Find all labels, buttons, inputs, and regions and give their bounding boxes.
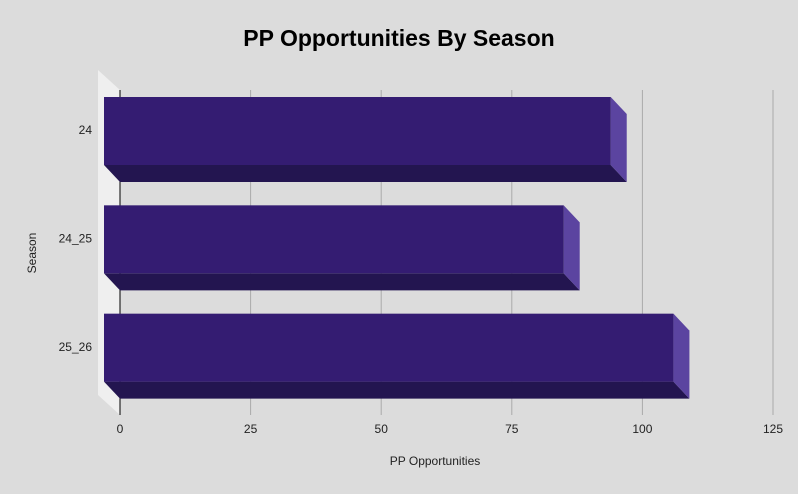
x-tick-label: 100 — [632, 422, 652, 436]
bar-bottom — [104, 381, 690, 399]
bar — [104, 97, 611, 165]
x-tick-label: 25 — [244, 422, 258, 436]
bar-bottom — [104, 273, 580, 291]
x-axis-label: PP Opportunities — [390, 454, 481, 468]
x-tick-label: 50 — [375, 422, 389, 436]
bar-side — [610, 97, 627, 182]
chart-title: PP Opportunities By Season — [243, 25, 554, 51]
bar — [104, 205, 564, 274]
y-tick-label: 24 — [79, 123, 93, 137]
x-tick-label: 0 — [117, 422, 124, 436]
bar — [104, 313, 674, 382]
x-tick-label: 125 — [763, 422, 783, 436]
bar-side — [563, 205, 580, 291]
y-tick-label: 25_26 — [59, 340, 93, 354]
x-tick-label: 75 — [505, 422, 519, 436]
bar-bottom — [104, 165, 627, 182]
bar-side — [673, 313, 690, 399]
y-axis-label: Season — [25, 233, 39, 274]
y-tick-label: 24_25 — [59, 232, 93, 246]
